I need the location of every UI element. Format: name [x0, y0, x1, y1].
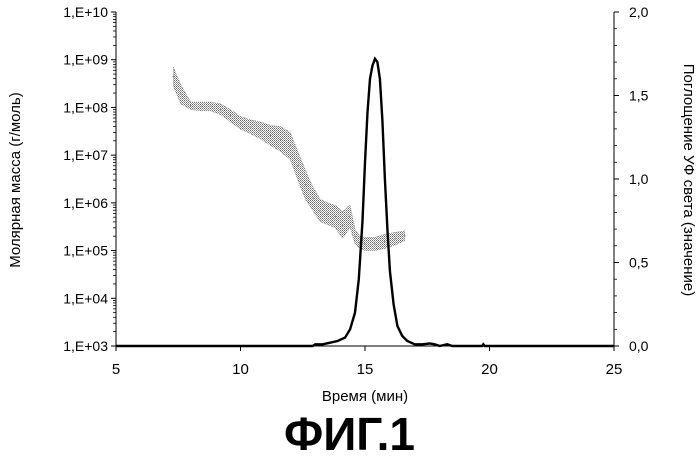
- right-y-axis-label: Поглощение УФ света (значение): [680, 64, 697, 297]
- molar-mass-point: [270, 135, 272, 137]
- x-tick-label: 25: [606, 361, 623, 378]
- molar-mass-point: [312, 198, 314, 200]
- molar-mass-point: [404, 235, 406, 237]
- left-y-tick-label: 1,E+04: [63, 290, 108, 306]
- right-y-tick-label: 2,0: [629, 4, 649, 20]
- left-y-axis-label: Молярная масса (г/моль): [7, 92, 24, 268]
- molar-mass-point: [210, 106, 212, 108]
- left-y-tick-label: 1,E+10: [63, 4, 108, 20]
- left-y-tick-label: 1,E+05: [63, 243, 108, 259]
- left-y-tick-label: 1,E+09: [63, 52, 108, 68]
- molar-mass-point: [342, 224, 344, 226]
- x-tick-label: 10: [232, 361, 249, 378]
- molar-mass-point: [394, 238, 396, 240]
- right-y-tick-label: 1,5: [629, 88, 649, 104]
- molar-mass-point: [327, 213, 329, 215]
- molar-mass-point: [384, 241, 386, 243]
- molar-mass-point: [280, 138, 282, 140]
- x-tick-label: 20: [481, 361, 498, 378]
- molar-mass-point: [240, 122, 242, 124]
- left-y-tick-label: 1,E+06: [63, 195, 108, 211]
- molar-mass-point: [260, 130, 262, 132]
- molar-mass-point: [220, 108, 222, 110]
- right-y-tick-label: 0,5: [629, 255, 649, 271]
- molar-mass-point: [297, 165, 299, 167]
- left-y-tick-label: 1,E+07: [63, 147, 108, 163]
- figure-caption: ФИГ.1: [0, 408, 699, 460]
- left-y-tick-label: 1,E+03: [63, 338, 108, 354]
- molar-mass-point: [354, 236, 356, 238]
- right-y-tick-label: 0,0: [629, 338, 649, 354]
- molar-mass-point: [374, 243, 376, 245]
- molar-mass-point: [250, 126, 252, 128]
- molar-mass-point: [180, 93, 182, 95]
- molar-mass-point: [349, 216, 351, 218]
- molar-mass-point: [230, 115, 232, 117]
- left-y-tick-label: 1,E+08: [63, 99, 108, 115]
- molar-mass-point: [364, 243, 366, 245]
- molar-mass-point: [290, 145, 292, 147]
- molar-mass-point: [200, 106, 202, 108]
- x-tick-label: 15: [357, 361, 374, 378]
- x-tick-label: 5: [112, 361, 120, 378]
- x-axis-label: Время (мин): [322, 388, 408, 405]
- right-y-tick-label: 1,0: [629, 171, 649, 187]
- molar-mass-point: [304, 184, 306, 186]
- molar-mass-point: [334, 216, 336, 218]
- molar-mass-point: [173, 76, 175, 78]
- molar-mass-band: [173, 67, 404, 251]
- molar-mass-point: [190, 105, 192, 107]
- molar-mass-point: [319, 210, 321, 212]
